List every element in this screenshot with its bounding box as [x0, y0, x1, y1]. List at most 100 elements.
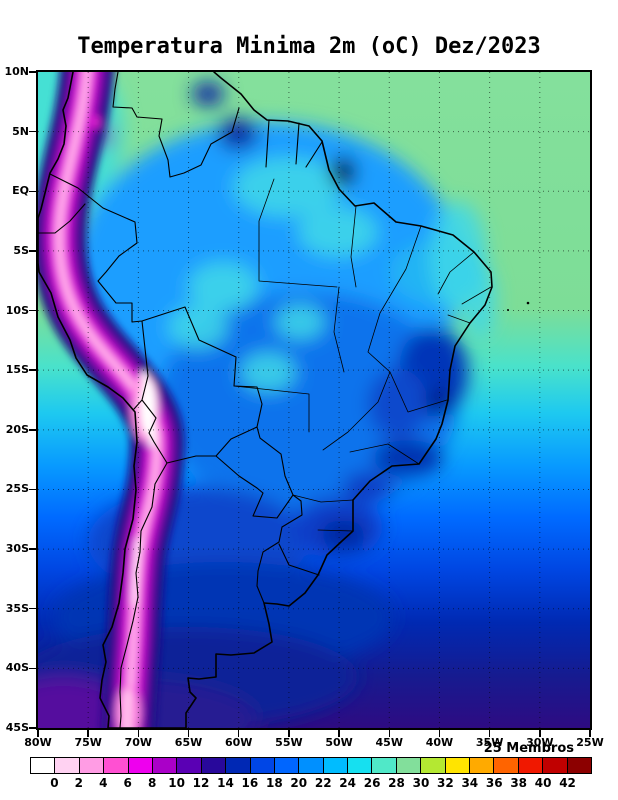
colorbar-segment — [127, 757, 153, 774]
colorbar-tick-label: 16 — [241, 776, 259, 790]
lon-tick-mark — [338, 730, 340, 737]
colorbar-tick-label: 22 — [314, 776, 332, 790]
colorbar-tick-label: 42 — [559, 776, 576, 790]
lon-tick-mark — [288, 730, 290, 737]
grid-layer — [38, 72, 590, 728]
lat-tick-label: 35S — [5, 601, 29, 615]
lat-tick-mark — [29, 369, 36, 371]
lat-tick-label: EQ — [12, 184, 29, 198]
lat-tick-mark — [29, 71, 36, 73]
colorbar-tick-label: 12 — [192, 776, 210, 790]
lon-tick-label: 35W — [475, 736, 504, 749]
lon-tick-mark — [237, 730, 240, 737]
map-frame — [36, 70, 592, 730]
ensemble-members-label: 25 Membros — [483, 741, 574, 756]
colorbar-tick-label: 4 — [99, 776, 108, 790]
lat-tick-label: 10N — [4, 65, 29, 78]
lat-tick-label: 30S — [5, 542, 29, 556]
lat-tick-label: 5S — [13, 243, 29, 257]
colorbar-tick-label: 18 — [265, 776, 283, 790]
colorbar-tick-label: 10 — [168, 776, 185, 790]
colorbar-segment — [542, 757, 568, 774]
lon-tick-label: 80W — [24, 736, 52, 749]
lon-tick-label: 30W — [526, 736, 554, 749]
colorbar-segment — [298, 757, 324, 774]
coastline — [38, 72, 493, 728]
lat-tick-label: 15S — [5, 363, 29, 377]
lon-tick-label: 50W — [325, 736, 353, 749]
colorbar-tick-label: 8 — [147, 776, 157, 790]
lon-tick-mark — [87, 730, 89, 737]
lon-tick-label: 55W — [275, 736, 303, 749]
colorbar-segment — [493, 757, 519, 774]
colorbar-tick-label: 26 — [363, 776, 381, 790]
lat-tick-mark — [29, 190, 36, 193]
lon-tick-mark — [137, 730, 140, 737]
lat-tick-mark — [29, 667, 36, 670]
colorbar-segment — [371, 757, 397, 774]
colorbar-segment — [395, 757, 422, 774]
lon-tick-label: 25W — [576, 736, 604, 749]
lat-tick-mark — [29, 130, 36, 133]
colorbar-tick-label: 30 — [412, 776, 430, 790]
colorbar-segment — [469, 757, 495, 774]
colorbar-segment — [420, 757, 446, 774]
colorbar-tick-label: 32 — [437, 776, 454, 790]
map-borders — [38, 72, 530, 728]
colorbar-segment — [103, 757, 129, 774]
lon-tick-mark — [488, 730, 491, 737]
colorbar-tick-label: 14 — [217, 776, 234, 790]
island-dot — [526, 301, 530, 305]
colorbar-tick-label: 6 — [123, 776, 132, 790]
colorbar-segment — [176, 757, 202, 774]
lat-tick-mark — [29, 548, 36, 550]
lat-tick-label: 10S — [5, 303, 29, 317]
colorbar-segment — [444, 757, 471, 774]
colorbar-segment — [517, 757, 544, 774]
colorbar-tick-label: 2 — [74, 776, 84, 790]
lat-tick-label: 25S — [5, 482, 29, 496]
lat-tick-mark — [29, 727, 36, 729]
lat-tick-label: 5N — [12, 124, 29, 138]
colorbar-segment — [566, 757, 592, 774]
lon-tick-label: 65W — [174, 736, 203, 749]
colorbar-segment — [347, 757, 373, 774]
colorbar-tick-label: 38 — [510, 776, 528, 790]
lon-tick-label: 60W — [224, 736, 253, 749]
island-dot — [507, 309, 509, 311]
lon-tick-label: 75W — [74, 736, 102, 749]
colorbar-segment — [200, 757, 227, 774]
map-plot — [38, 72, 590, 728]
colorbar-tick-label: 24 — [339, 776, 356, 790]
colorbar — [30, 757, 592, 774]
colorbar-segment — [30, 757, 56, 774]
map-title: Temperatura Minima 2m (oC) Dez/2023 — [77, 34, 541, 59]
colorbar-tick-label: 40 — [534, 776, 552, 790]
colorbar-tick-label: 0 — [50, 776, 59, 790]
colorbar-tick-label: 28 — [388, 776, 405, 790]
colorbar-segment — [54, 757, 80, 774]
colorbar-segment — [151, 757, 178, 774]
colorbar-segment — [78, 757, 105, 774]
lat-tick-label: 40S — [5, 661, 29, 675]
state-borders — [233, 178, 492, 532]
lon-tick-mark — [438, 730, 441, 737]
lat-tick-mark — [29, 429, 36, 431]
lat-tick-mark — [29, 309, 36, 312]
lat-tick-mark — [29, 607, 36, 610]
lat-tick-mark — [29, 250, 36, 252]
lat-tick-mark — [29, 488, 36, 491]
colorbar-segment — [249, 757, 275, 774]
lon-tick-mark — [539, 730, 541, 737]
lat-tick-label: 45S — [5, 721, 29, 734]
lon-tick-label: 70W — [124, 736, 153, 749]
colorbar-tick-label: 36 — [485, 776, 503, 790]
lat-tick-label: 20S — [5, 422, 29, 436]
lon-tick-mark — [388, 730, 391, 737]
lon-tick-mark — [187, 730, 190, 737]
lon-tick-label: 45W — [375, 736, 403, 749]
colorbar-segment — [322, 757, 349, 774]
lon-tick-label: 40W — [425, 736, 454, 749]
colorbar-segment — [225, 757, 251, 774]
lon-tick-mark — [589, 730, 591, 737]
